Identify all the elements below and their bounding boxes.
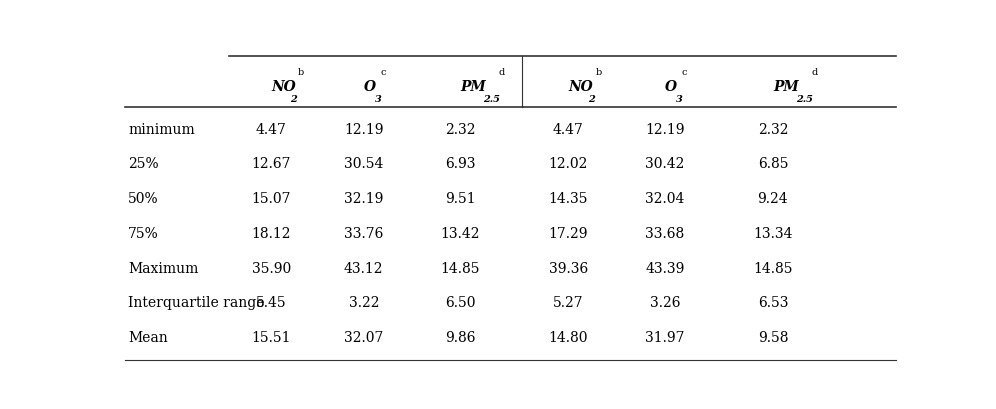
Text: 33.76: 33.76 — [344, 226, 383, 240]
Text: 2.32: 2.32 — [445, 122, 475, 136]
Text: 32.19: 32.19 — [344, 192, 383, 206]
Text: 9.58: 9.58 — [758, 330, 788, 344]
Text: 12.67: 12.67 — [251, 157, 291, 171]
Text: b: b — [596, 68, 602, 77]
Text: c: c — [682, 68, 687, 77]
Text: 9.51: 9.51 — [445, 192, 475, 206]
Text: 39.36: 39.36 — [549, 261, 588, 275]
Text: 5.27: 5.27 — [553, 296, 584, 310]
Text: b: b — [298, 68, 305, 77]
Text: 2: 2 — [588, 94, 595, 103]
Text: c: c — [380, 68, 386, 77]
Text: 9.24: 9.24 — [758, 192, 788, 206]
Text: 30.54: 30.54 — [344, 157, 383, 171]
Text: 12.19: 12.19 — [344, 122, 383, 136]
Text: 3.26: 3.26 — [649, 296, 680, 310]
Text: 6.93: 6.93 — [445, 157, 475, 171]
Text: d: d — [812, 68, 818, 77]
Text: 15.51: 15.51 — [251, 330, 291, 344]
Text: 9.86: 9.86 — [445, 330, 475, 344]
Text: Mean: Mean — [128, 330, 168, 344]
Text: 12.02: 12.02 — [549, 157, 588, 171]
Text: 3: 3 — [374, 94, 381, 103]
Text: 17.29: 17.29 — [549, 226, 588, 240]
Text: 2.5: 2.5 — [483, 94, 500, 103]
Text: 14.85: 14.85 — [753, 261, 793, 275]
Text: O: O — [364, 80, 375, 94]
Text: 14.35: 14.35 — [549, 192, 588, 206]
Text: Interquartile range: Interquartile range — [128, 296, 265, 310]
Text: 4.47: 4.47 — [256, 122, 287, 136]
Text: 32.04: 32.04 — [645, 192, 684, 206]
Text: 25%: 25% — [128, 157, 159, 171]
Text: 14.80: 14.80 — [549, 330, 588, 344]
Text: 50%: 50% — [128, 192, 159, 206]
Text: 13.42: 13.42 — [440, 226, 480, 240]
Text: 43.12: 43.12 — [344, 261, 383, 275]
Text: 35.90: 35.90 — [252, 261, 291, 275]
Text: PM: PM — [460, 80, 486, 94]
Text: 33.68: 33.68 — [645, 226, 684, 240]
Text: minimum: minimum — [128, 122, 195, 136]
Text: 15.07: 15.07 — [251, 192, 291, 206]
Text: 6.53: 6.53 — [758, 296, 788, 310]
Text: NO: NO — [569, 80, 593, 94]
Text: 31.97: 31.97 — [645, 330, 684, 344]
Text: NO: NO — [271, 80, 296, 94]
Text: 2: 2 — [291, 94, 297, 103]
Text: 43.39: 43.39 — [645, 261, 684, 275]
Text: PM: PM — [773, 80, 799, 94]
Text: d: d — [499, 68, 505, 77]
Text: 14.85: 14.85 — [440, 261, 480, 275]
Text: 6.50: 6.50 — [445, 296, 475, 310]
Text: 2.5: 2.5 — [796, 94, 813, 103]
Text: 3.22: 3.22 — [349, 296, 379, 310]
Text: 30.42: 30.42 — [645, 157, 684, 171]
Text: 5.45: 5.45 — [256, 296, 287, 310]
Text: O: O — [665, 80, 677, 94]
Text: 12.19: 12.19 — [645, 122, 684, 136]
Text: Maximum: Maximum — [128, 261, 199, 275]
Text: 75%: 75% — [128, 226, 159, 240]
Text: 3: 3 — [675, 94, 682, 103]
Text: 6.85: 6.85 — [758, 157, 788, 171]
Text: 4.47: 4.47 — [553, 122, 584, 136]
Text: 18.12: 18.12 — [251, 226, 291, 240]
Text: 2.32: 2.32 — [758, 122, 788, 136]
Text: 13.34: 13.34 — [753, 226, 793, 240]
Text: 32.07: 32.07 — [344, 330, 383, 344]
